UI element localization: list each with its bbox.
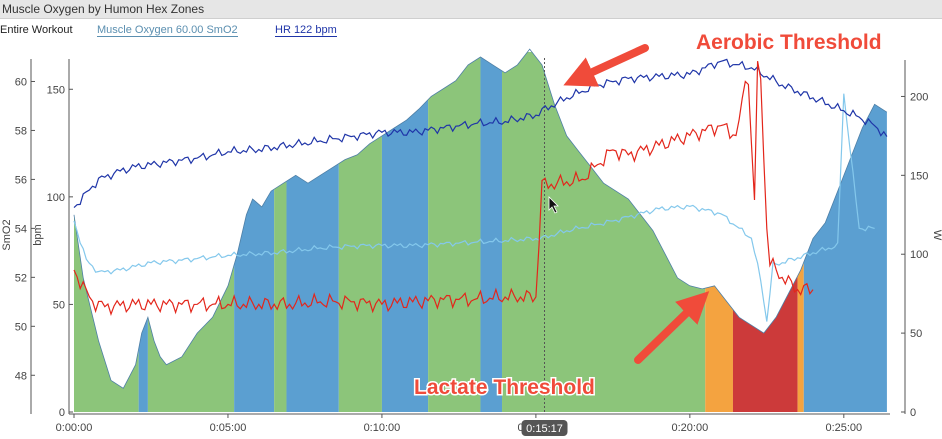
smo2-tick-label: 52 — [15, 272, 27, 284]
hr-series-line — [73, 58, 888, 209]
w-axis-label: W — [931, 230, 942, 241]
zone-blue-7 — [381, 52, 429, 412]
window-title: Muscle Oxygen by Humon Hex Zones — [2, 2, 205, 16]
bpm-tick-label: 50 — [53, 299, 65, 311]
zone-blue-1 — [138, 52, 148, 412]
aerobic-arrow — [563, 44, 649, 87]
zone-blue-5 — [286, 52, 339, 412]
zone-green-8 — [428, 52, 481, 412]
aerobic-threshold-label: Aerobic Threshold — [696, 31, 882, 54]
lactate-arrow — [634, 291, 710, 364]
lactate-threshold-label: Lactate Threshold — [414, 376, 595, 399]
zone-green-0 — [74, 52, 139, 412]
w-tick-label: 200 — [910, 91, 928, 103]
bpm-tick-label: 150 — [47, 84, 65, 96]
light-blue-series-line — [73, 93, 875, 322]
w-tick-label: 50 — [910, 328, 922, 340]
bpm-tick-label: 100 — [47, 192, 65, 204]
legend-entire-workout[interactable]: Entire Workout — [0, 24, 73, 36]
x-tick-label: 0:05:00 — [210, 422, 247, 434]
cursor-label-text: 0:15:17 — [526, 423, 563, 435]
zone-green-4 — [274, 52, 287, 412]
legend-hr[interactable]: HR 122 bpm — [275, 24, 337, 37]
x-tick-label: 0:20:00 — [671, 422, 708, 434]
zone-orange-11 — [705, 52, 733, 412]
w-tick-label: 100 — [910, 249, 928, 261]
axes: 48 50 52 54 56 58 60 0 50 100 150 0 50 100 150 200 0:00:… — [1, 59, 942, 434]
bpm-axis-label: bpm — [32, 224, 44, 245]
zone-green-6 — [338, 52, 382, 412]
mouse-pointer-icon — [548, 196, 559, 214]
power-area-outline — [73, 48, 888, 389]
smo2-series-line — [73, 60, 814, 316]
w-tick-label: 150 — [910, 170, 928, 182]
zone-red-12 — [732, 52, 798, 412]
smo2-tick-label: 54 — [15, 223, 27, 235]
zone-green-10 — [502, 52, 706, 412]
w-tick-label: 0 — [910, 407, 916, 419]
x-tick-label: 0:25:00 — [825, 422, 862, 434]
smo2-tick-label: 50 — [15, 321, 27, 333]
window-title-bar: Muscle Oxygen by Humon Hex Zones — [0, 0, 942, 19]
zone-blue-3 — [234, 52, 275, 412]
x-tick-label: 0:00:00 — [56, 422, 93, 434]
smo2-axis-label: SmO2 — [1, 219, 13, 250]
smo2-tick-label: 48 — [15, 370, 27, 382]
x-tick-label: 0:10:00 — [364, 422, 401, 434]
bpm-tick-label: 0 — [59, 407, 65, 419]
smo2-tick-label: 60 — [15, 76, 27, 88]
smo2-tick-label: 56 — [15, 174, 27, 186]
zone-orange-13 — [797, 52, 804, 412]
cursor-label: 0:15:17 — [521, 420, 568, 436]
smo2-tick-label: 58 — [15, 125, 27, 137]
zone-blue-9 — [480, 52, 503, 412]
legend-muscle-oxygen[interactable]: Muscle Oxygen 60.00 SmO2 — [97, 24, 238, 37]
